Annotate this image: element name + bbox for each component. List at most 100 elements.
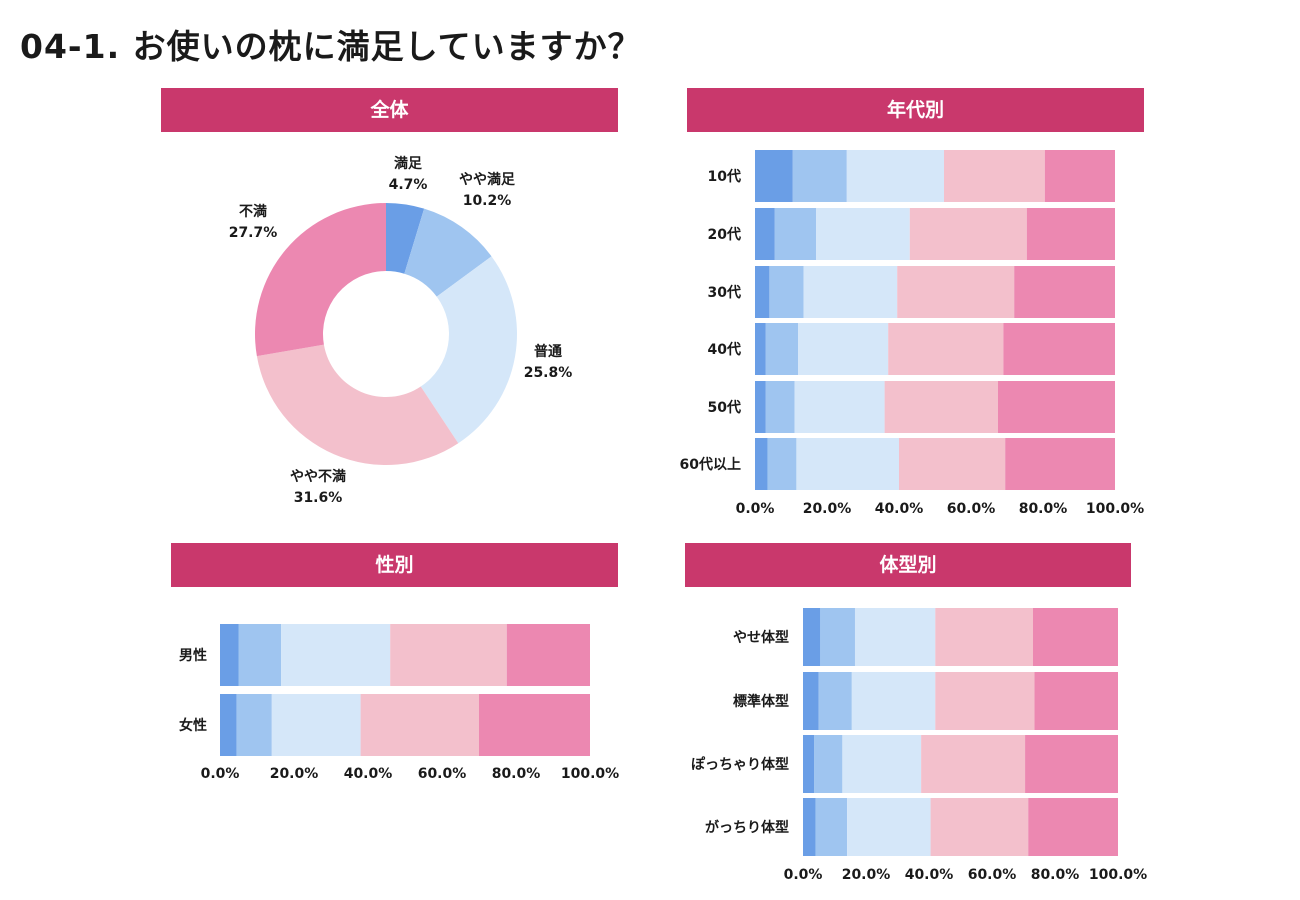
body-category-label-4: がっちり体型 xyxy=(705,819,789,836)
donut-slice-2 xyxy=(404,208,492,297)
donut-value-4: 31.6% xyxy=(294,490,343,506)
age-bar-6-5 xyxy=(1005,438,1115,490)
age-bar-5-5 xyxy=(998,381,1115,433)
body-category-label-1: やせ体型 xyxy=(733,629,789,646)
gender-x-tick-4: 60.0% xyxy=(418,766,467,782)
gender-x-tick-6: 100.0% xyxy=(561,766,619,782)
age-bar-1-4 xyxy=(944,150,1045,202)
donut-slice-1 xyxy=(386,203,425,274)
body-bar-2-3 xyxy=(851,672,936,730)
gender-bar-2-3 xyxy=(271,694,361,756)
age-bar-5-3 xyxy=(794,381,885,433)
gender-panel-header: 性別 xyxy=(171,543,618,587)
age-x-tick-1: 0.0% xyxy=(736,501,775,517)
gender-bar-2-5 xyxy=(479,694,590,756)
age-bar-6-1 xyxy=(755,438,768,490)
age-bar-4-3 xyxy=(798,323,889,375)
age-category-label-5: 50代 xyxy=(708,399,741,416)
age-x-tick-5: 80.0% xyxy=(1019,501,1068,517)
gender-x-tick-1: 0.0% xyxy=(201,766,240,782)
body-bar-2-1 xyxy=(803,672,819,730)
age-x-tick-3: 40.0% xyxy=(875,501,924,517)
body-bar-2-2 xyxy=(818,672,852,730)
age-bar-5-1 xyxy=(755,381,766,433)
age-bar-1-2 xyxy=(792,150,847,202)
age-bar-6-2 xyxy=(767,438,797,490)
age-bar-1-1 xyxy=(755,150,793,202)
body-x-tick-4: 60.0% xyxy=(968,867,1017,883)
donut-slice-4 xyxy=(256,344,459,465)
age-bar-4-5 xyxy=(1003,323,1115,375)
age-category-label-6: 60代以上 xyxy=(680,456,741,473)
gender-bar-2-1 xyxy=(220,694,237,756)
age-bar-5-2 xyxy=(765,381,795,433)
age-bar-1-3 xyxy=(846,150,944,202)
body-bar-1-5 xyxy=(1032,608,1118,666)
age-panel-header: 年代別 xyxy=(687,88,1144,132)
gender-bar-1-4 xyxy=(390,624,507,686)
gender-bar-2-4 xyxy=(360,694,479,756)
body-bar-4-1 xyxy=(803,798,816,856)
donut-slice-3 xyxy=(420,256,517,444)
body-bar-2-4 xyxy=(935,672,1035,730)
body-bar-3-4 xyxy=(921,735,1026,793)
age-bar-4-4 xyxy=(888,323,1004,375)
overall-panel-header: 全体 xyxy=(161,88,618,132)
age-category-label-3: 30代 xyxy=(708,284,741,301)
age-bar-4-2 xyxy=(765,323,799,375)
age-x-tick-4: 60.0% xyxy=(947,501,996,517)
age-category-label-2: 20代 xyxy=(708,226,741,243)
donut-label-3: 普通 xyxy=(534,343,562,360)
body-x-tick-5: 80.0% xyxy=(1031,867,1080,883)
body-bar-4-5 xyxy=(1028,798,1118,856)
age-category-label-1: 10代 xyxy=(708,168,741,185)
age-bar-2-3 xyxy=(816,208,910,260)
gender-category-label-1: 男性 xyxy=(179,647,207,664)
body-bar-3-1 xyxy=(803,735,815,793)
donut-value-3: 25.8% xyxy=(524,365,573,381)
body-bar-4-4 xyxy=(930,798,1029,856)
donut-value-2: 10.2% xyxy=(463,193,512,209)
age-bar-3-2 xyxy=(769,266,804,318)
age-bar-2-4 xyxy=(909,208,1027,260)
age-bar-2-1 xyxy=(755,208,775,260)
body-bar-2-5 xyxy=(1034,672,1118,730)
body-x-tick-3: 40.0% xyxy=(905,867,954,883)
body-x-tick-6: 100.0% xyxy=(1089,867,1147,883)
age-category-label-4: 40代 xyxy=(708,341,741,358)
page-title: 04-1. お使いの枕に満足していますか？ xyxy=(20,27,642,66)
donut-value-5: 27.7% xyxy=(229,225,278,241)
gender-bar-1-5 xyxy=(506,624,590,686)
gender-bar-1-3 xyxy=(281,624,391,686)
age-bar-3-1 xyxy=(755,266,770,318)
donut-label-1: 満足 xyxy=(394,155,423,172)
donut-label-5: 不満 xyxy=(239,203,267,220)
gender-bar-1-2 xyxy=(238,624,282,686)
body-bar-1-4 xyxy=(935,608,1033,666)
body-x-tick-2: 20.0% xyxy=(842,867,891,883)
donut-label-2: やや満足 xyxy=(459,171,516,188)
donut-label-4: やや不満 xyxy=(290,468,346,485)
age-x-tick-2: 20.0% xyxy=(803,501,852,517)
gender-category-label-2: 女性 xyxy=(179,717,207,734)
gender-x-tick-3: 40.0% xyxy=(344,766,393,782)
age-x-tick-6: 100.0% xyxy=(1086,501,1144,517)
gender-x-tick-5: 80.0% xyxy=(492,766,541,782)
body-bar-3-3 xyxy=(842,735,922,793)
age-bar-4-1 xyxy=(755,323,766,375)
age-bar-5-4 xyxy=(884,381,998,433)
donut-value-1: 4.7% xyxy=(389,177,428,193)
gender-bar-2-2 xyxy=(236,694,272,756)
body-x-tick-1: 0.0% xyxy=(784,867,823,883)
gender-x-tick-2: 20.0% xyxy=(270,766,319,782)
body-bar-4-3 xyxy=(847,798,931,856)
age-bar-1-5 xyxy=(1044,150,1115,202)
gender-bar-1-1 xyxy=(220,624,239,686)
age-bar-3-3 xyxy=(803,266,898,318)
age-bar-3-4 xyxy=(897,266,1015,318)
age-bar-2-2 xyxy=(774,208,817,260)
body-bar-4-2 xyxy=(815,798,848,856)
body-category-label-3: ぽっちゃり体型 xyxy=(691,756,789,773)
age-bar-2-5 xyxy=(1026,208,1115,260)
